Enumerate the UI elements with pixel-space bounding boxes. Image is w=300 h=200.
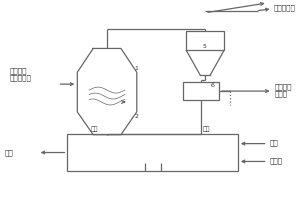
Text: 水气除尘器: 水气除尘器 bbox=[274, 5, 296, 11]
Text: 燃烧气: 燃烧气 bbox=[270, 157, 283, 164]
Text: 固体: 固体 bbox=[203, 126, 211, 132]
Text: 6: 6 bbox=[211, 83, 215, 88]
Text: 1: 1 bbox=[135, 66, 139, 71]
Text: 含尘物料
和含尘气体: 含尘物料 和含尘气体 bbox=[10, 67, 32, 81]
Bar bbox=[183, 82, 219, 100]
Text: 废气: 废气 bbox=[91, 126, 99, 132]
Text: 2: 2 bbox=[135, 114, 139, 119]
Text: 5: 5 bbox=[202, 44, 206, 49]
Bar bbox=[186, 31, 224, 50]
Text: 燃料: 燃料 bbox=[270, 139, 278, 146]
Text: 产品: 产品 bbox=[5, 149, 14, 156]
Bar bbox=[68, 134, 238, 171]
Text: 预划辽和
还原气: 预划辽和 还原气 bbox=[274, 83, 292, 97]
